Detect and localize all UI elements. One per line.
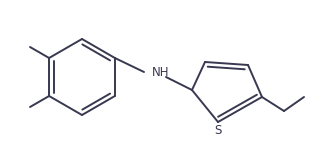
Text: S: S <box>214 124 222 136</box>
Text: NH: NH <box>152 65 170 79</box>
